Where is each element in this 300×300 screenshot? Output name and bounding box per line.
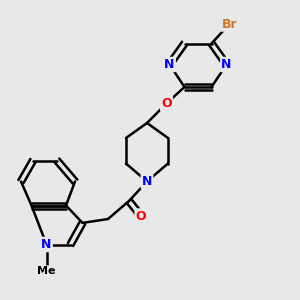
Text: N: N [221, 58, 232, 71]
Text: N: N [41, 238, 52, 251]
Text: Br: Br [222, 17, 237, 31]
Text: N: N [142, 175, 152, 188]
Text: O: O [161, 97, 172, 110]
Text: O: O [136, 209, 146, 223]
Text: N: N [164, 58, 175, 71]
Text: Me: Me [37, 266, 56, 277]
